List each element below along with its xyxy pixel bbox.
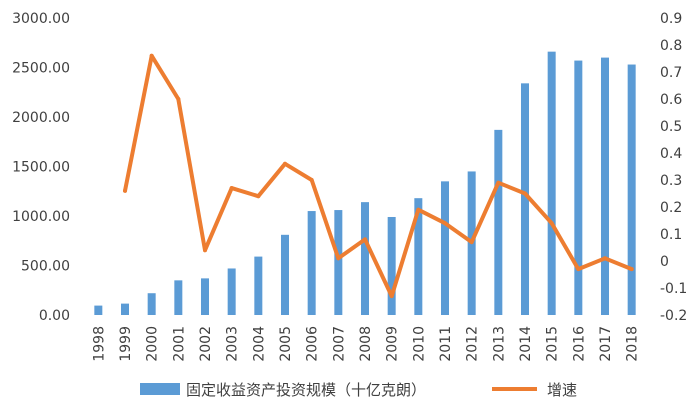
growth-point-2011 <box>443 221 447 226</box>
x-tick-label: 1998 <box>91 326 107 362</box>
left-tick-label: 3000.00 <box>12 11 70 27</box>
bar-2002 <box>201 278 209 315</box>
right-tick-label: 0.7 <box>660 65 682 81</box>
right-tick-label: 0.2 <box>660 200 682 216</box>
bar-2003 <box>227 268 236 315</box>
right-tick-label: -0.2 <box>660 308 687 324</box>
bar-2008 <box>361 202 369 315</box>
bar-2009 <box>387 216 396 315</box>
bar-2005 <box>281 234 289 315</box>
left-tick-label: 1500.00 <box>12 160 70 176</box>
legend: 固定收益资产投资规模（十亿克朗） 增速 <box>140 381 577 399</box>
growth-point-2017 <box>603 256 607 261</box>
right-tick-label: 0.6 <box>660 92 682 108</box>
growth-point-2005 <box>283 161 287 166</box>
right-tick-label: 0.5 <box>660 119 682 135</box>
x-tick-label: 2003 <box>225 326 241 362</box>
right-tick-label: 0.8 <box>660 38 682 54</box>
bar-1998 <box>94 305 103 315</box>
line-series <box>123 53 634 299</box>
right-tick-label: 0.9 <box>660 11 682 27</box>
x-tick-label: 2015 <box>545 326 561 362</box>
growth-point-2004 <box>256 194 261 199</box>
growth-point-2008 <box>363 237 367 242</box>
x-tick-label: 2005 <box>278 326 294 362</box>
x-axis-ticks: 1998 1999 2000 2001 2002 2003 2004 2005 2006 2007… <box>91 326 640 362</box>
left-axis-ticks: 0.00 500.00 1000.00 1500.00 2000.00 2500.00 30… <box>12 11 70 324</box>
bar-2015 <box>547 51 556 315</box>
legend-bar-swatch <box>140 383 180 395</box>
x-tick-label: 2004 <box>251 326 267 362</box>
growth-point-2006 <box>309 178 314 182</box>
x-tick-label: 2009 <box>385 326 401 362</box>
growth-point-2013 <box>496 180 501 185</box>
x-tick-label: 2007 <box>331 326 347 362</box>
left-tick-label: 2500.00 <box>12 61 70 77</box>
bar-2014 <box>521 83 529 315</box>
growth-point-1999 <box>123 188 127 193</box>
bar-2013 <box>494 129 503 315</box>
bar-2000 <box>147 293 156 315</box>
growth-point-2016 <box>576 267 581 272</box>
bar-2004 <box>254 256 263 315</box>
growth-point-2015 <box>549 221 554 226</box>
x-tick-label: 2013 <box>491 326 507 362</box>
x-tick-label: 2018 <box>625 326 641 362</box>
x-tick-label: 2000 <box>145 326 161 362</box>
bar-2018 <box>627 64 636 315</box>
growth-point-2018 <box>629 267 634 272</box>
bar-2007 <box>334 210 343 315</box>
growth-point-2012 <box>469 240 474 245</box>
legend-line-label: 增速 <box>547 381 577 399</box>
growth-point-2003 <box>229 186 234 191</box>
right-tick-label: -0.1 <box>660 281 687 297</box>
x-tick-label: 2017 <box>598 326 614 362</box>
x-tick-label: 2014 <box>518 326 534 362</box>
left-tick-label: 2000.00 <box>12 110 70 126</box>
x-tick-label: 2006 <box>305 326 321 362</box>
x-tick-label: 2001 <box>171 326 187 362</box>
x-tick-label: 2011 <box>438 326 454 362</box>
right-tick-label: 0 <box>660 254 669 270</box>
right-tick-label: 0.1 <box>660 227 682 243</box>
growth-point-2009 <box>389 294 394 299</box>
right-tick-label: 0.4 <box>660 146 682 162</box>
legend-bar-label: 固定收益资产投资规模（十亿克朗） <box>186 381 426 399</box>
growth-point-2007 <box>336 256 341 261</box>
x-tick-label: 2002 <box>198 326 214 362</box>
x-tick-label: 1999 <box>118 326 134 362</box>
x-tick-label: 2008 <box>358 326 374 362</box>
x-tick-label: 2010 <box>411 326 427 362</box>
x-tick-label: 2012 <box>465 326 481 362</box>
x-tick-label: 2016 <box>571 326 587 362</box>
growth-point-2001 <box>176 97 181 101</box>
right-axis-ticks: -0.2 -0.1 0 0.1 0.2 0.3 0.4 0.5 0.6 0.7 0.8 0.9 <box>660 11 687 324</box>
bar-2001 <box>174 280 183 315</box>
growth-point-2010 <box>416 207 421 212</box>
right-tick-label: 0.3 <box>660 173 682 189</box>
bar-2017 <box>601 57 609 315</box>
bar-2006 <box>307 211 316 315</box>
bar-2011 <box>441 181 449 315</box>
growth-point-2014 <box>523 191 527 196</box>
left-tick-label: 0.00 <box>39 308 70 324</box>
growth-point-2000 <box>149 53 154 58</box>
left-tick-label: 1000.00 <box>12 209 70 225</box>
bar-series <box>94 51 636 315</box>
bar-2010 <box>414 198 423 315</box>
growth-line <box>123 53 634 299</box>
bar-1999 <box>121 303 129 315</box>
left-tick-label: 500.00 <box>21 259 70 275</box>
growth-point-2002 <box>203 248 207 253</box>
bar-2016 <box>574 60 583 315</box>
